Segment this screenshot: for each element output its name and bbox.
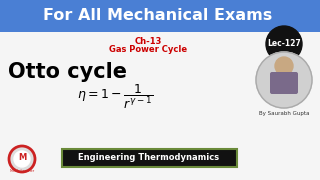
Text: Mech Learner: Mech Learner [10, 169, 34, 173]
Circle shape [14, 151, 30, 167]
Text: Engineering Thermodynamics: Engineering Thermodynamics [78, 154, 220, 163]
FancyBboxPatch shape [270, 72, 298, 94]
Text: Gas Power Cycle: Gas Power Cycle [109, 44, 187, 53]
Text: $\eta = 1 - \dfrac{1}{r^{\gamma - 1}}$: $\eta = 1 - \dfrac{1}{r^{\gamma - 1}}$ [77, 83, 153, 111]
Text: Ch-13: Ch-13 [134, 37, 162, 46]
Circle shape [9, 146, 35, 172]
Circle shape [275, 57, 293, 75]
FancyBboxPatch shape [0, 0, 320, 32]
Text: By Saurabh Gupta: By Saurabh Gupta [259, 111, 309, 116]
FancyBboxPatch shape [62, 149, 237, 167]
Circle shape [256, 52, 312, 108]
Text: Lec-127: Lec-127 [267, 39, 301, 48]
Text: Otto cycle: Otto cycle [8, 62, 127, 82]
Text: For All Mechanical Exams: For All Mechanical Exams [44, 8, 273, 24]
Circle shape [266, 26, 302, 62]
Text: M: M [18, 154, 26, 163]
